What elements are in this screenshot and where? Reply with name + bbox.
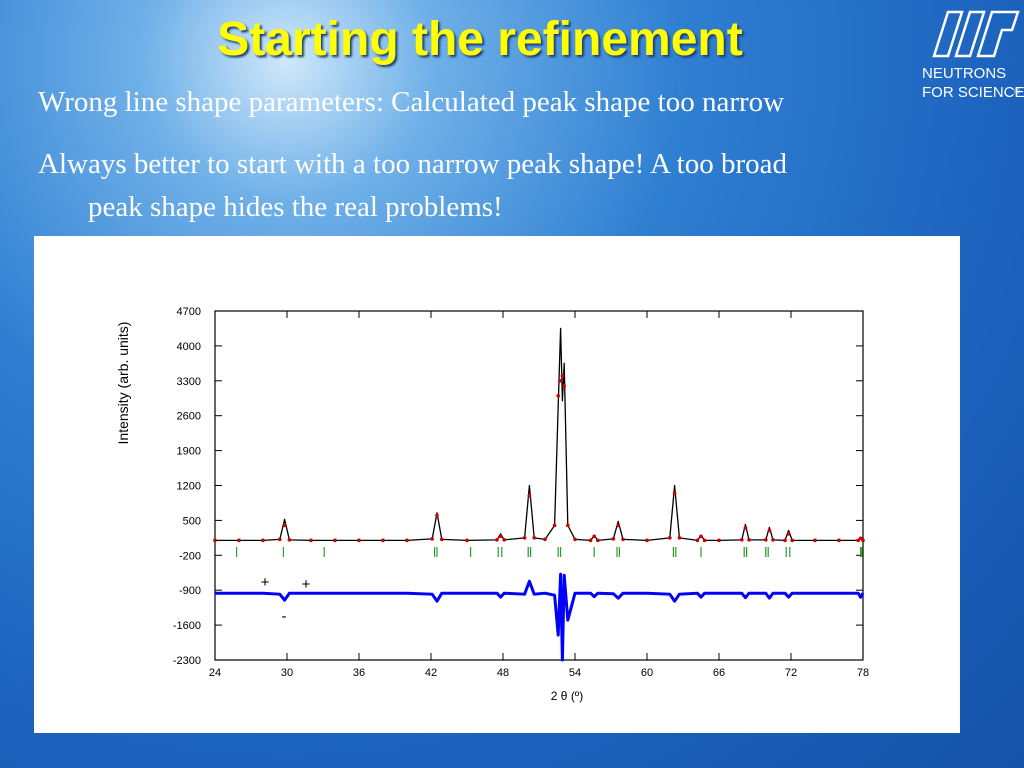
x-tick-label: 24: [209, 667, 221, 679]
data-point: [699, 534, 703, 539]
data-point: [783, 538, 787, 543]
y-tick-label: -1600: [173, 620, 201, 632]
data-point: [558, 379, 563, 383]
data-point: [495, 538, 499, 542]
data-point: [695, 538, 700, 543]
data-point: [405, 538, 409, 543]
data-point: [566, 523, 570, 528]
x-tick-label: 42: [425, 667, 437, 679]
data-point: [435, 513, 439, 518]
annotation: +: [261, 574, 270, 591]
data-point: [261, 538, 265, 543]
data-point: [213, 538, 217, 543]
data-point: [522, 536, 527, 540]
data-point: [333, 538, 337, 543]
data-point: [611, 537, 616, 541]
data-point: [532, 536, 536, 540]
data-line: [215, 327, 864, 541]
annotation: -: [282, 608, 287, 625]
data-point: [381, 538, 385, 543]
data-point: [786, 532, 791, 536]
data-point: [287, 538, 292, 542]
data-point: [616, 523, 620, 528]
data-point: [790, 538, 794, 543]
data-point: [596, 538, 600, 543]
logo-text: NEUTRONS: [922, 65, 1006, 82]
y-tick-label: 4000: [177, 341, 201, 353]
data-point: [740, 538, 744, 542]
logo-text: ®: [1014, 87, 1020, 96]
x-tick-label: 78: [857, 667, 869, 679]
data-point: [588, 538, 593, 543]
data-point: [440, 537, 444, 542]
x-tick-label: 30: [281, 667, 293, 679]
data-point: [309, 538, 313, 543]
y-tick-label: -2300: [173, 655, 201, 667]
logo-shape: [932, 10, 1020, 58]
data-point: [856, 538, 860, 543]
data-point: [672, 491, 677, 495]
annotation: +: [302, 576, 311, 593]
data-point: [677, 536, 682, 540]
x-tick-label: 72: [785, 667, 797, 679]
data-point: [573, 537, 577, 542]
data-point: [717, 538, 721, 543]
data-point: [767, 528, 772, 533]
plot-frame: [214, 310, 864, 661]
x-tick-label: 36: [353, 667, 365, 679]
bullet-line: Wrong line shape parameters: Calculated …: [38, 86, 785, 118]
data-point: [527, 493, 532, 498]
data-point: [465, 538, 469, 543]
y-tick-label: -200: [179, 550, 201, 562]
y-tick-label: 3300: [177, 376, 201, 388]
data-point: [592, 534, 596, 539]
data-point: [282, 523, 287, 528]
y-axis-title: Intensity (arb. units): [115, 322, 131, 445]
data-point: [668, 536, 672, 540]
y-tick-label: 1900: [177, 446, 201, 458]
data-point: [498, 534, 503, 539]
data-point: [645, 538, 649, 543]
data-point: [771, 538, 775, 542]
data-point: [552, 523, 557, 528]
data-point: [747, 538, 751, 542]
data-point: [743, 526, 748, 530]
slide-title: Starting the refinement: [217, 13, 743, 66]
data-point: [764, 538, 768, 542]
data-line: [215, 572, 865, 662]
y-tick-label: 4700: [177, 306, 201, 318]
data-point: [237, 538, 241, 543]
y-tick-label: 2600: [177, 411, 201, 423]
plot-panel: [34, 236, 960, 733]
y-tick-label: 500: [183, 515, 201, 527]
bullet-line: peak shape hides the real problems!: [88, 191, 503, 223]
data-point: [702, 538, 707, 543]
data-point: [556, 393, 560, 398]
data-point: [502, 538, 507, 542]
data-point: [861, 538, 865, 543]
logo: NEUTRONS FOR SCIENCE ®: [922, 10, 1024, 101]
x-tick-label: 54: [569, 667, 581, 679]
data-point: [560, 374, 565, 378]
data-point: [813, 538, 817, 543]
x-tick-label: 60: [641, 667, 653, 679]
data-point: [837, 538, 841, 543]
x-axis-title: 2 θ (º): [551, 689, 583, 703]
data-point: [543, 537, 547, 542]
x-tick-label: 66: [713, 667, 725, 679]
data-point: [621, 537, 625, 542]
data-point: [858, 536, 863, 541]
x-tick-label: 48: [497, 667, 509, 679]
logo-text: FOR SCIENCE: [922, 84, 1024, 101]
data-point: [357, 538, 361, 543]
bullet-line: Always better to start with a too narrow…: [38, 148, 787, 180]
data-point: [430, 537, 435, 541]
y-tick-label: 1200: [177, 481, 201, 493]
data-point: [278, 537, 282, 542]
data-point: [562, 383, 566, 388]
y-tick-label: -900: [179, 585, 201, 597]
